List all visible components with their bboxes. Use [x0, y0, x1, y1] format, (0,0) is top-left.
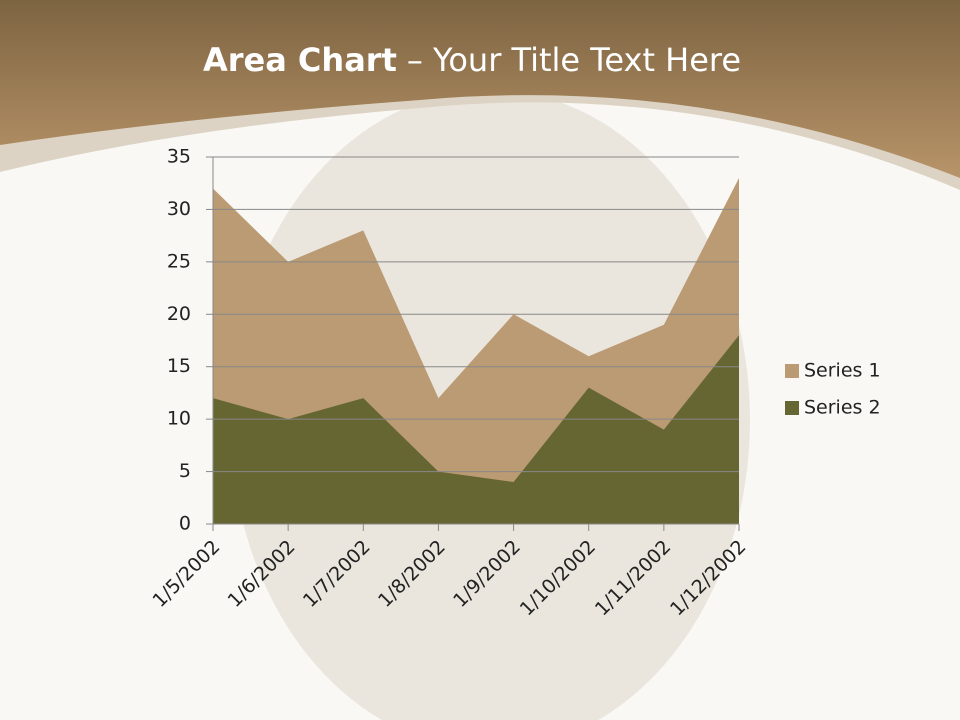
legend-swatch [785, 401, 799, 415]
title-emphasis: Area Chart [203, 41, 397, 79]
title-rest: – Your Title Text Here [407, 41, 741, 79]
y-tick-label: 20 [167, 303, 191, 325]
legend-label: Series 2 [804, 397, 881, 419]
y-tick-label: 30 [167, 198, 191, 220]
legend-label: Series 1 [804, 360, 881, 382]
chart-title: Area Chart – Your Title Text Here [203, 41, 741, 79]
area [213, 335, 739, 524]
y-tick-label: 25 [167, 250, 191, 272]
y-tick-label: 5 [179, 460, 191, 482]
y-tick-label: 10 [167, 408, 191, 430]
legend-swatch [785, 364, 799, 378]
header-band [0, 0, 960, 178]
y-tick-label: 0 [179, 513, 191, 535]
y-tick-label: 35 [167, 146, 191, 168]
y-tick-label: 15 [167, 355, 191, 377]
